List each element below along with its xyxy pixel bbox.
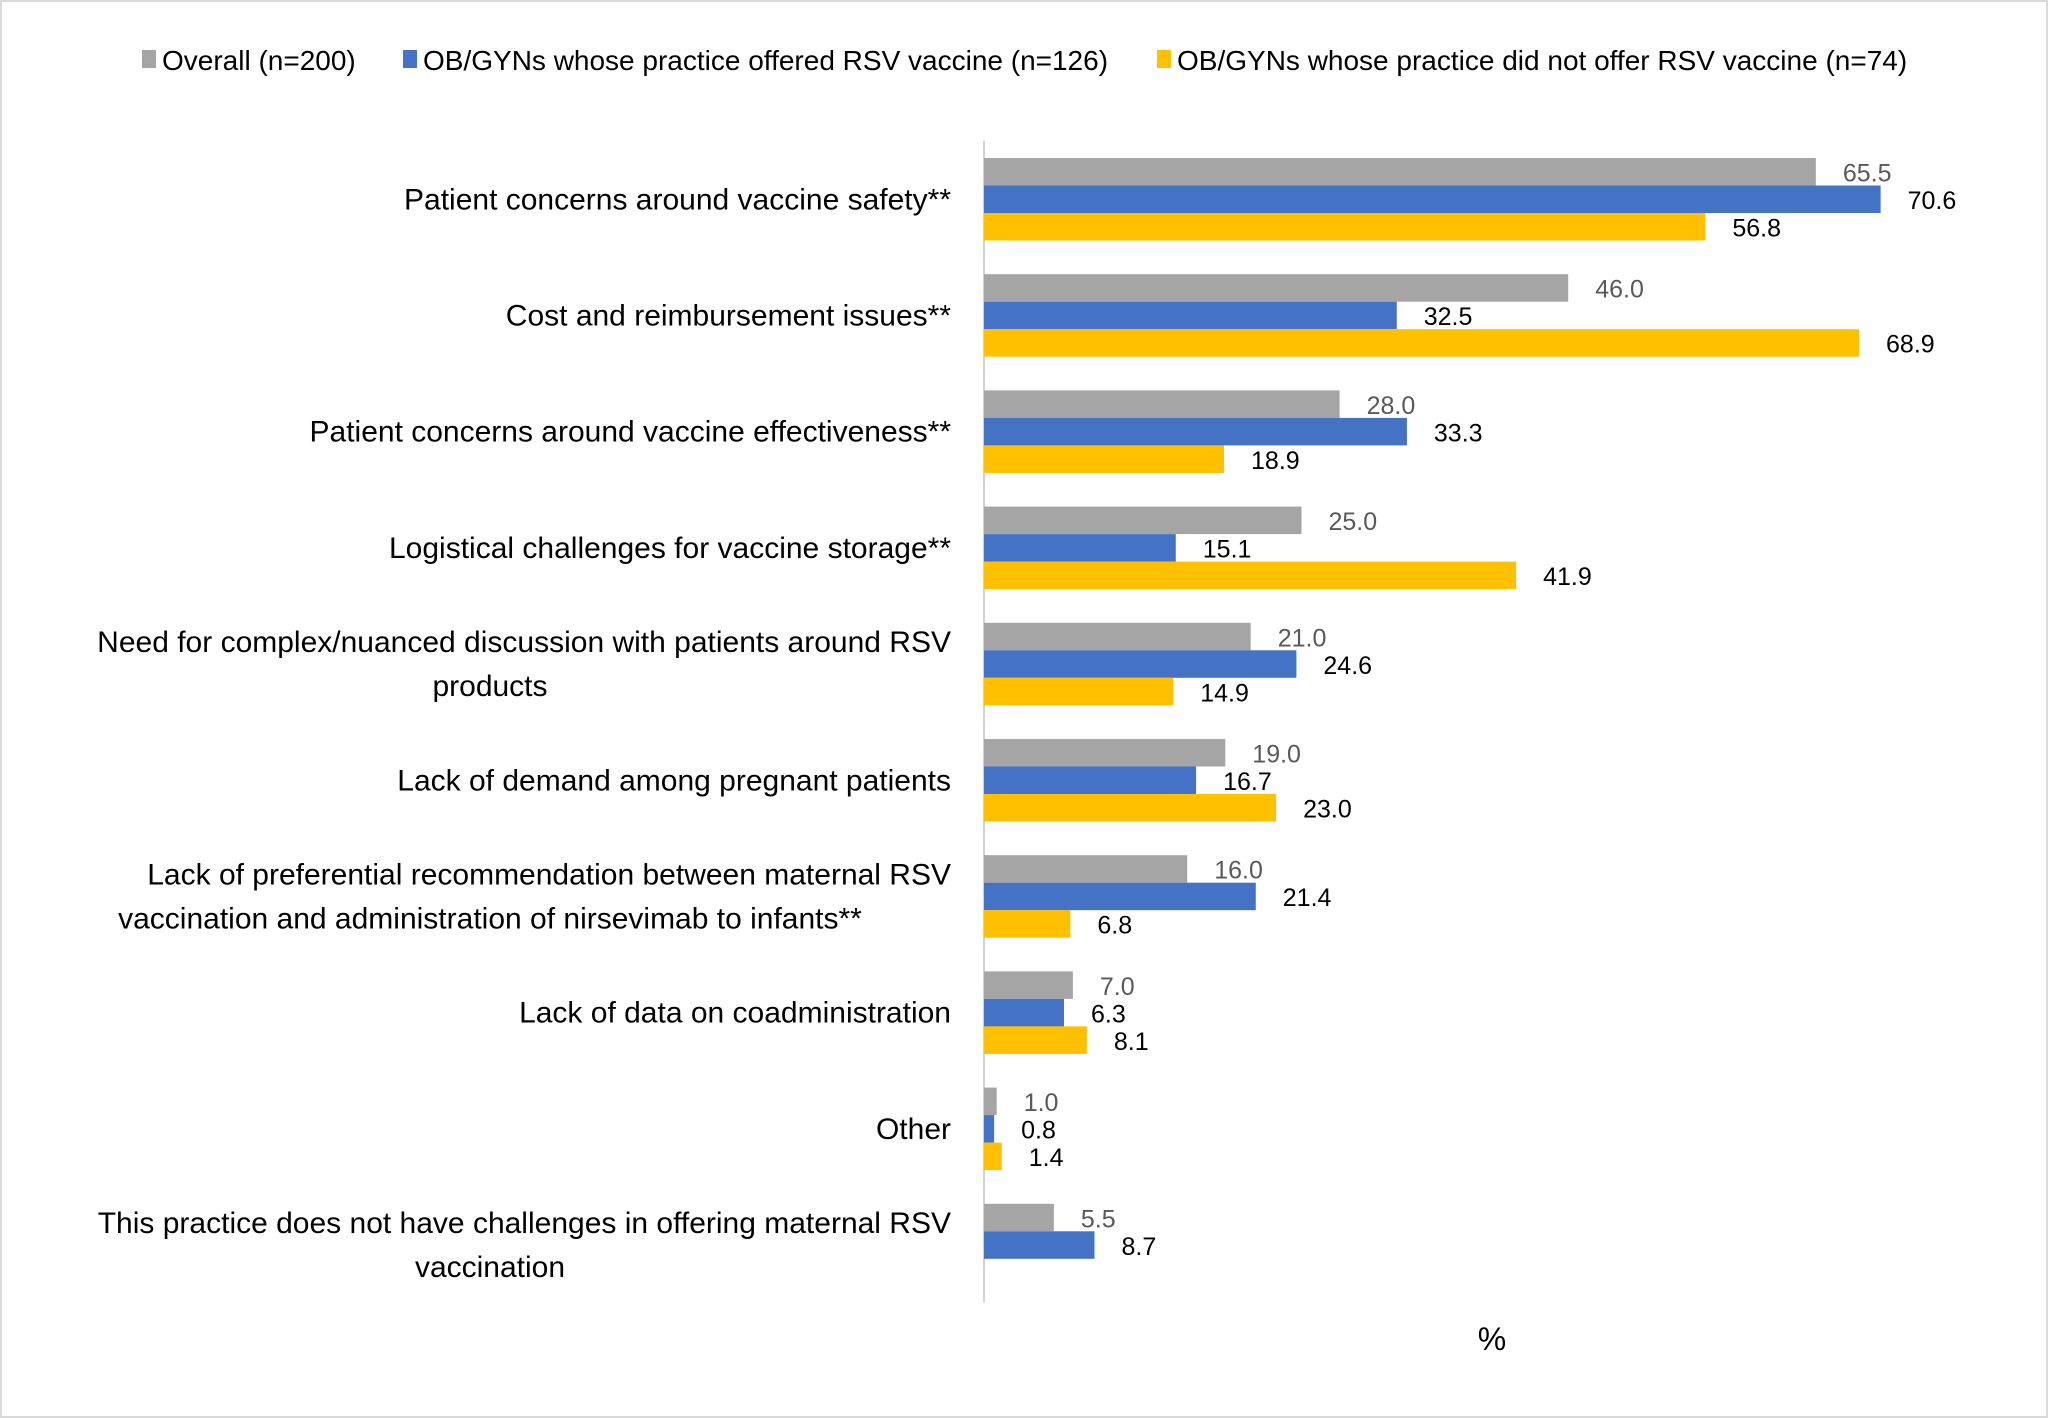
bar-1 xyxy=(984,534,1176,562)
data-label-1: 0.8 xyxy=(1021,1117,1056,1145)
category-label: vaccination xyxy=(415,1251,565,1284)
data-label-2: 8.1 xyxy=(1114,1028,1149,1056)
data-label-2: 1.4 xyxy=(1029,1144,1064,1172)
bar-1 xyxy=(984,185,1881,213)
bar-0 xyxy=(984,855,1188,883)
data-label-1: 32.5 xyxy=(1424,303,1473,331)
legend-label-1: OB/GYNs whose practice offered RSV vacci… xyxy=(423,45,1108,76)
legend-label-2: OB/GYNs whose practice did not offer RSV… xyxy=(1177,45,1907,76)
bar-1 xyxy=(984,650,1297,678)
data-label-0: 19.0 xyxy=(1252,741,1301,769)
data-label-1: 6.3 xyxy=(1091,1000,1126,1028)
legend-label-0: Overall (n=200) xyxy=(162,45,356,76)
bar-0 xyxy=(984,739,1226,767)
bar-0 xyxy=(984,1087,997,1116)
data-label-0: 25.0 xyxy=(1329,508,1378,536)
data-label-2: 56.8 xyxy=(1732,215,1781,243)
bar-2 xyxy=(984,677,1174,706)
category-label: Lack of data on coadministration xyxy=(519,997,951,1030)
category-label: Patient concerns around vaccine safety** xyxy=(404,183,951,216)
legend-swatch-0 xyxy=(142,50,156,68)
data-label-0: 5.5 xyxy=(1081,1205,1116,1233)
category-label: Lack of preferential recommendation betw… xyxy=(147,858,951,891)
category-label: vaccination and administration of nirsev… xyxy=(118,902,862,935)
legend-swatch-1 xyxy=(403,50,417,68)
data-label-1: 16.7 xyxy=(1223,768,1272,796)
data-label-0: 46.0 xyxy=(1595,276,1644,304)
data-label-0: 21.0 xyxy=(1278,624,1327,652)
bar-1 xyxy=(984,301,1397,330)
data-label-1: 33.3 xyxy=(1434,419,1483,447)
data-label-0: 65.5 xyxy=(1843,160,1892,188)
bar-1 xyxy=(984,766,1197,794)
bar-2 xyxy=(984,445,1225,473)
bar-1 xyxy=(984,417,1407,446)
bar-1 xyxy=(984,998,1065,1027)
data-label-1: 15.1 xyxy=(1203,536,1252,564)
data-label-0: 1.0 xyxy=(1024,1089,1059,1117)
category-label: products xyxy=(432,670,547,703)
data-label-2: 23.0 xyxy=(1303,796,1352,824)
bar-0 xyxy=(984,506,1302,535)
bar-0 xyxy=(984,971,1073,999)
bar-2 xyxy=(984,213,1706,241)
data-label-2: 68.9 xyxy=(1886,331,1935,359)
bar-1 xyxy=(984,1231,1095,1259)
data-label-1: 8.7 xyxy=(1121,1233,1156,1261)
bar-2 xyxy=(984,329,1860,357)
data-label-0: 7.0 xyxy=(1100,973,1135,1001)
bar-2 xyxy=(984,910,1071,938)
category-label: This practice does not have challenges i… xyxy=(98,1207,951,1240)
bar-2 xyxy=(984,794,1277,822)
bar-0 xyxy=(984,1203,1054,1232)
data-label-1: 21.4 xyxy=(1283,884,1332,912)
category-label: Logistical challenges for vaccine storag… xyxy=(389,532,951,565)
category-label: Other xyxy=(876,1113,951,1146)
bar-0 xyxy=(984,390,1340,418)
bar-1 xyxy=(984,1115,995,1143)
category-label: Need for complex/nuanced discussion with… xyxy=(97,626,951,659)
category-label: Lack of demand among pregnant patients xyxy=(397,764,951,797)
x-axis-label: % xyxy=(1478,1321,1506,1357)
data-label-2: 6.8 xyxy=(1097,912,1132,940)
data-label-0: 16.0 xyxy=(1214,857,1263,885)
data-label-0: 28.0 xyxy=(1367,392,1416,420)
data-label-2: 14.9 xyxy=(1200,679,1249,707)
bar-2 xyxy=(984,1026,1087,1054)
bar-2 xyxy=(984,1142,1002,1171)
legend-swatch-2 xyxy=(1157,50,1171,68)
category-label: Cost and reimbursement issues** xyxy=(506,299,952,332)
bar-0 xyxy=(984,274,1569,302)
bar-0 xyxy=(984,622,1251,651)
bar-2 xyxy=(984,561,1517,590)
data-label-1: 24.6 xyxy=(1323,652,1372,680)
category-label: Patient concerns around vaccine effectiv… xyxy=(310,416,952,449)
bar-1 xyxy=(984,882,1256,911)
data-label-2: 41.9 xyxy=(1543,563,1592,591)
data-label-2: 18.9 xyxy=(1251,447,1300,475)
data-label-1: 70.6 xyxy=(1908,187,1957,215)
bar-0 xyxy=(984,158,1816,186)
